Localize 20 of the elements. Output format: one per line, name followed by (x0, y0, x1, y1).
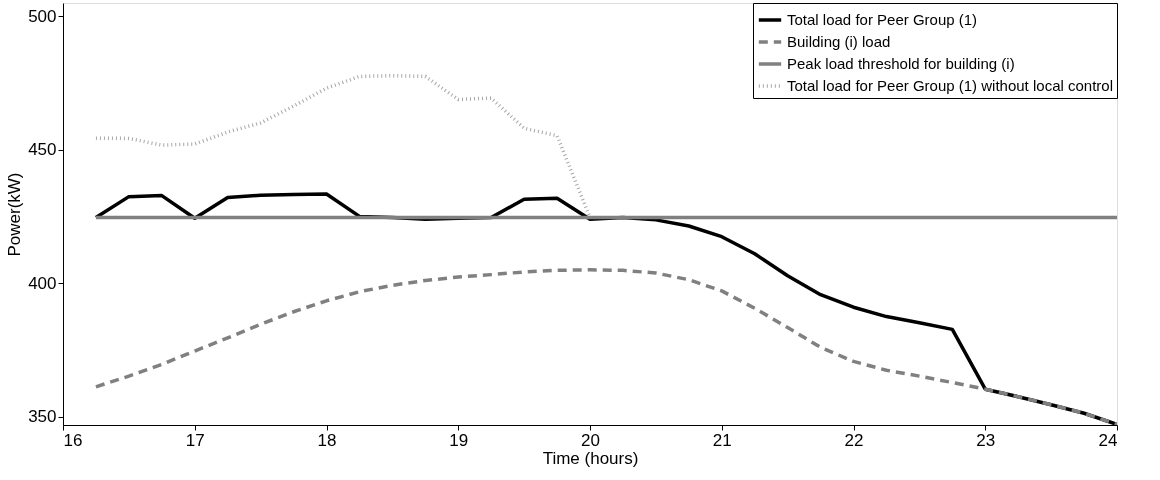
y-tick-label: 350 (28, 407, 57, 427)
y-axis-title: Power(kW) (5, 172, 25, 257)
x-tick-label: 16 (63, 430, 83, 450)
x-tick-label: 24 (1098, 430, 1118, 450)
legend-label: Total load for Peer Group (1) (787, 11, 978, 28)
x-tick-label: 18 (317, 430, 337, 450)
x-tick-label: 17 (185, 430, 205, 450)
x-tick-label: 21 (712, 430, 732, 450)
x-tick-label: 19 (449, 430, 469, 450)
y-tick-label: 500 (28, 6, 57, 26)
x-tick-label: 20 (581, 430, 600, 450)
y-tick-label: 400 (28, 273, 57, 293)
y-tick-label: 450 (28, 140, 57, 160)
legend-label: Building (i) load (787, 33, 891, 50)
x-tick-label: 22 (844, 430, 864, 450)
x-tick-label: 23 (976, 430, 996, 450)
line-series (94, 268, 1117, 425)
x-axis-title: Time (hours) (542, 448, 639, 468)
legend-label: Peak load threshold for building (i) (787, 55, 1015, 72)
legend-label: Total load for Peer Group (1) without local control (787, 77, 1113, 94)
